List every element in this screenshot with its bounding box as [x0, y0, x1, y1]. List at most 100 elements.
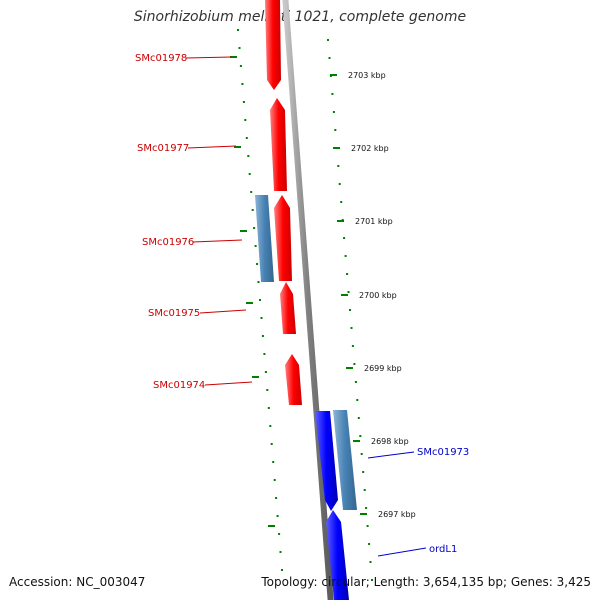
gene-label-smc01977[interactable]: SMc01977: [137, 143, 189, 154]
ruler-tick-minor: [356, 399, 359, 401]
ruler-tick-major: [341, 294, 348, 296]
ruler-tick-minor: [278, 533, 281, 535]
ruler-tick-minor: [343, 237, 346, 239]
ruler-label-2699: 2699 kbp: [364, 364, 402, 373]
ruler-tick-minor: [281, 569, 283, 571]
ruler-label-2702: 2702 kbp: [351, 144, 389, 153]
ruler-tick-minor: [270, 443, 273, 445]
gene-label-smc01975[interactable]: SMc01975: [148, 308, 200, 319]
ruler-tick-major: [330, 74, 337, 76]
ruler-tick-minor: [349, 309, 351, 311]
genome-title: Sinorhizobium meliloti 1021, complete ge…: [133, 9, 467, 25]
ruler-tick-minor: [260, 317, 263, 319]
ruler-tick-minor: [276, 515, 279, 517]
ruler-tick-minor: [338, 183, 341, 185]
ruler-label-2698: 2698 kbp: [371, 437, 409, 446]
ruler-tick-minor: [369, 561, 372, 563]
ruler-tick-minor: [331, 93, 334, 95]
ruler-label-2703: 2703 kbp: [348, 71, 386, 80]
cds-smc01973-feature[interactable]: [333, 410, 357, 510]
gene-smc01978-arrow[interactable]: [265, 0, 281, 90]
label-leader-smc01978: [185, 56, 233, 59]
ruler-label-2701: 2701 kbp: [355, 217, 393, 226]
ruler-tick-minor: [261, 335, 264, 337]
ruler-tick-minor: [363, 489, 366, 491]
ruler-tick-minor: [248, 173, 251, 175]
ruler-tick-minor: [244, 119, 247, 121]
ruler-tick-minor: [242, 101, 245, 103]
ruler-tick-minor: [353, 363, 356, 365]
ruler-tick-minor: [362, 471, 365, 473]
gene-label-smc01974[interactable]: SMc01974: [153, 380, 205, 391]
ruler-tick-minor: [359, 435, 362, 437]
ruler-tick-minor: [344, 255, 347, 257]
ruler-tick-minor: [239, 65, 242, 67]
gene-smc01975-arrow[interactable]: [280, 282, 296, 334]
ruler-tick-minor: [371, 579, 373, 581]
ruler-tick-minor: [245, 137, 248, 139]
ruler-tick-minor: [238, 47, 241, 49]
ruler-tick-minor: [347, 291, 350, 293]
ruler-tick-minor: [337, 165, 340, 167]
ruler-tick-major: [346, 367, 353, 369]
accession-text: Accession: NC_003047: [9, 575, 146, 589]
ruler-tick-minor: [334, 129, 337, 131]
ruler-tick-minor: [263, 353, 266, 355]
ruler-tick-minor: [254, 245, 257, 247]
gene-smc01974-arrow[interactable]: [285, 354, 302, 405]
ruler-tick-minor: [332, 111, 335, 113]
ruler-label-2697: 2697 kbp: [378, 510, 416, 519]
label-leader-smc01973: [367, 451, 415, 459]
ruler-tick-minor: [360, 453, 363, 455]
ruler-tick-major: [240, 230, 247, 232]
gene-label-smc01973[interactable]: SMc01973: [417, 447, 469, 458]
gene-label-smc01978[interactable]: SMc01978: [135, 53, 187, 64]
gene-ordl1-arrow[interactable]: [326, 510, 349, 600]
ruler-tick-minor: [241, 83, 244, 85]
ruler-tick-minor: [275, 497, 278, 499]
label-leader-smc01975: [199, 309, 247, 314]
ruler-tick-minor: [346, 273, 349, 275]
ruler-tick-minor: [357, 417, 360, 419]
ruler-tick-minor: [328, 57, 331, 59]
gene-label-ordl1[interactable]: ordL1: [429, 544, 457, 555]
ruler-tick-minor: [365, 507, 368, 509]
ruler-tick-minor: [237, 29, 239, 31]
ruler-tick-minor: [267, 407, 270, 409]
ruler-tick-minor: [368, 543, 371, 545]
ruler-tick-minor: [266, 389, 269, 391]
gene-smc01973-arrow[interactable]: [315, 411, 338, 511]
ruler-tick-minor: [366, 525, 369, 527]
ruler-label-2700: 2700 kbp: [359, 291, 397, 300]
label-leader-ordl1: [377, 547, 427, 557]
ruler-tick-minor: [279, 551, 282, 553]
ruler-tick-minor: [340, 201, 343, 203]
gene-smc01977-arrow[interactable]: [270, 98, 287, 191]
ruler-tick-major: [360, 513, 367, 515]
label-leader-smc01974: [204, 381, 253, 386]
label-leader-smc01976: [192, 239, 243, 243]
ruler-tick-minor: [253, 227, 256, 229]
ruler-tick-minor: [264, 371, 267, 373]
ruler-tick-minor: [327, 39, 329, 41]
ruler-tick-minor: [351, 345, 354, 347]
ruler-tick-major: [252, 376, 259, 378]
genome-backbone: [282, 0, 334, 600]
ruler-tick-minor: [272, 461, 275, 463]
ruler-tick-minor: [354, 381, 357, 383]
ruler-tick-minor: [250, 191, 253, 193]
ruler-tick-minor: [257, 281, 260, 283]
gene-smc01976-arrow[interactable]: [274, 195, 292, 281]
gene-label-smc01976[interactable]: SMc01976: [142, 237, 194, 248]
ruler-tick-major: [246, 302, 253, 304]
ruler-tick-minor: [273, 479, 276, 481]
ruler-tick-major: [353, 440, 360, 442]
ruler-tick-minor: [251, 209, 254, 211]
cds-smc01976-feature[interactable]: [255, 195, 274, 282]
ruler-tick-major: [268, 525, 275, 527]
label-leader-smc01977: [187, 145, 237, 149]
ruler-major-ticks: [230, 56, 367, 527]
ruler-tick-major: [234, 146, 241, 148]
ruler-tick-minor: [269, 425, 272, 427]
